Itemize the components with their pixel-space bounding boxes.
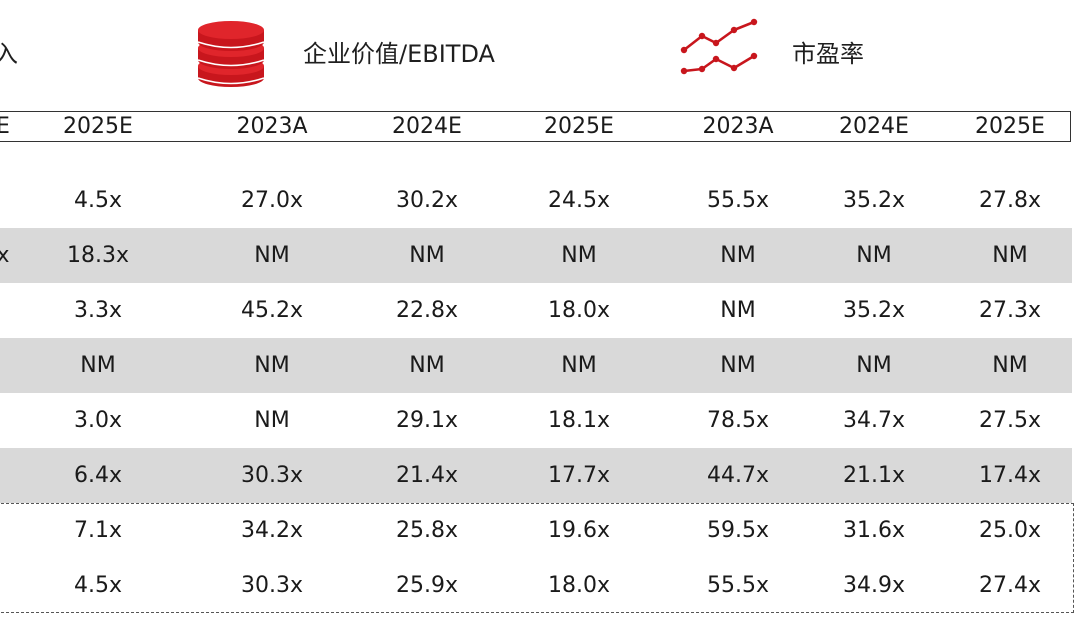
table-cell: 7.1x — [73, 518, 123, 543]
shaded-row-band — [0, 228, 1072, 283]
table-cell: 4.5x — [73, 188, 123, 213]
table-cell: NM — [720, 353, 756, 378]
table-cell: NM — [992, 243, 1028, 268]
revenue-header-fragment: 入 — [0, 40, 18, 68]
table-cell: 25.0x — [978, 518, 1042, 543]
table-cell: 21.4x — [395, 463, 459, 488]
table-row: 3.3x 45.2x 22.8x 18.0x NM 35.2x 27.3x — [0, 283, 1080, 338]
table-cell: 4.5x — [73, 573, 123, 598]
table-cell: 30.2x — [395, 188, 459, 213]
table-cell: 34.2x — [240, 518, 304, 543]
cut-cell: x — [0, 243, 10, 268]
table-cell: 55.5x — [706, 188, 770, 213]
table-cell: 78.5x — [706, 408, 770, 433]
table-cell: 18.1x — [547, 408, 611, 433]
table-cell: 18.3x — [66, 243, 130, 268]
table-cell: 34.9x — [842, 573, 906, 598]
summary-dashed-box — [0, 503, 1074, 613]
table-cell: 35.2x — [842, 298, 906, 323]
table-cell: 22.8x — [395, 298, 459, 323]
table-cell: NM — [561, 243, 597, 268]
table-cell: 27.8x — [978, 188, 1042, 213]
table-cell: 35.2x — [842, 188, 906, 213]
table-cell: NM — [720, 243, 756, 268]
shaded-row-band — [0, 338, 1072, 393]
table-cell: NM — [992, 353, 1028, 378]
table-row: 4.5x 27.0x 30.2x 24.5x 55.5x 35.2x 27.8x — [0, 173, 1080, 228]
table-cell: 3.0x — [73, 408, 123, 433]
table-cell: 17.7x — [547, 463, 611, 488]
table-cell: 31.6x — [842, 518, 906, 543]
table-cell: 25.8x — [395, 518, 459, 543]
table-cell: 29.1x — [395, 408, 459, 433]
ev-ebitda-header: 企业价值/EBITDA — [303, 40, 495, 68]
table-cell: 24.5x — [547, 188, 611, 213]
year-label: 2023A — [236, 114, 308, 139]
table-row: 4.5x 30.3x 25.9x 18.0x 55.5x 34.9x 27.4x — [0, 558, 1080, 613]
table-cell: 18.0x — [547, 298, 611, 323]
table-cell: NM — [254, 408, 290, 433]
table-cell: NM — [409, 353, 445, 378]
table-cell: 30.3x — [240, 573, 304, 598]
table-row: 6.4x 30.3x 21.4x 17.7x 44.7x 21.1x 17.4x — [0, 448, 1080, 503]
table-cell: 59.5x — [706, 518, 770, 543]
year-label: 2025E — [975, 114, 1045, 139]
year-header-bar — [0, 111, 1071, 142]
table-cell: 17.4x — [978, 463, 1042, 488]
table-cell: NM — [254, 353, 290, 378]
table-cell: NM — [80, 353, 116, 378]
table-cell: NM — [856, 353, 892, 378]
year-label: 2025E — [63, 114, 133, 139]
year-label: 2025E — [544, 114, 614, 139]
table-cell: 3.3x — [73, 298, 123, 323]
table-cell: 55.5x — [706, 573, 770, 598]
shaded-row-band — [0, 448, 1072, 503]
table-cell: NM — [856, 243, 892, 268]
table-cell: 27.0x — [240, 188, 304, 213]
table-cell: 30.3x — [240, 463, 304, 488]
table-cell: 34.7x — [842, 408, 906, 433]
table-cell: 18.0x — [547, 573, 611, 598]
table-row: 3.0x NM 29.1x 18.1x 78.5x 34.7x 27.5x — [0, 393, 1080, 448]
table-row: 7.1x 34.2x 25.8x 19.6x 59.5x 31.6x 25.0x — [0, 503, 1080, 558]
table-cell: 25.9x — [395, 573, 459, 598]
table-cell: NM — [720, 298, 756, 323]
table-cell: 45.2x — [240, 298, 304, 323]
coins-stack-icon — [197, 21, 265, 87]
table-row: NM NM NM NM NM NM NM — [0, 338, 1080, 393]
table-row: x 18.3x NM NM NM NM NM NM — [0, 228, 1080, 283]
table-cell: 27.3x — [978, 298, 1042, 323]
year-label: 2023A — [702, 114, 774, 139]
year-label: 2024E — [839, 114, 909, 139]
table-cell: 27.4x — [978, 573, 1042, 598]
year-label-cut: E — [0, 114, 10, 139]
table-cell: NM — [561, 353, 597, 378]
table-cell: 6.4x — [73, 463, 123, 488]
table-cell: 27.5x — [978, 408, 1042, 433]
table-cell: 21.1x — [842, 463, 906, 488]
table-cell: 19.6x — [547, 518, 611, 543]
trend-lines-icon — [680, 18, 758, 75]
pe-ratio-header: 市盈率 — [792, 40, 864, 68]
table-cell: NM — [254, 243, 290, 268]
table-cell: NM — [409, 243, 445, 268]
table-cell: 44.7x — [706, 463, 770, 488]
year-label: 2024E — [392, 114, 462, 139]
